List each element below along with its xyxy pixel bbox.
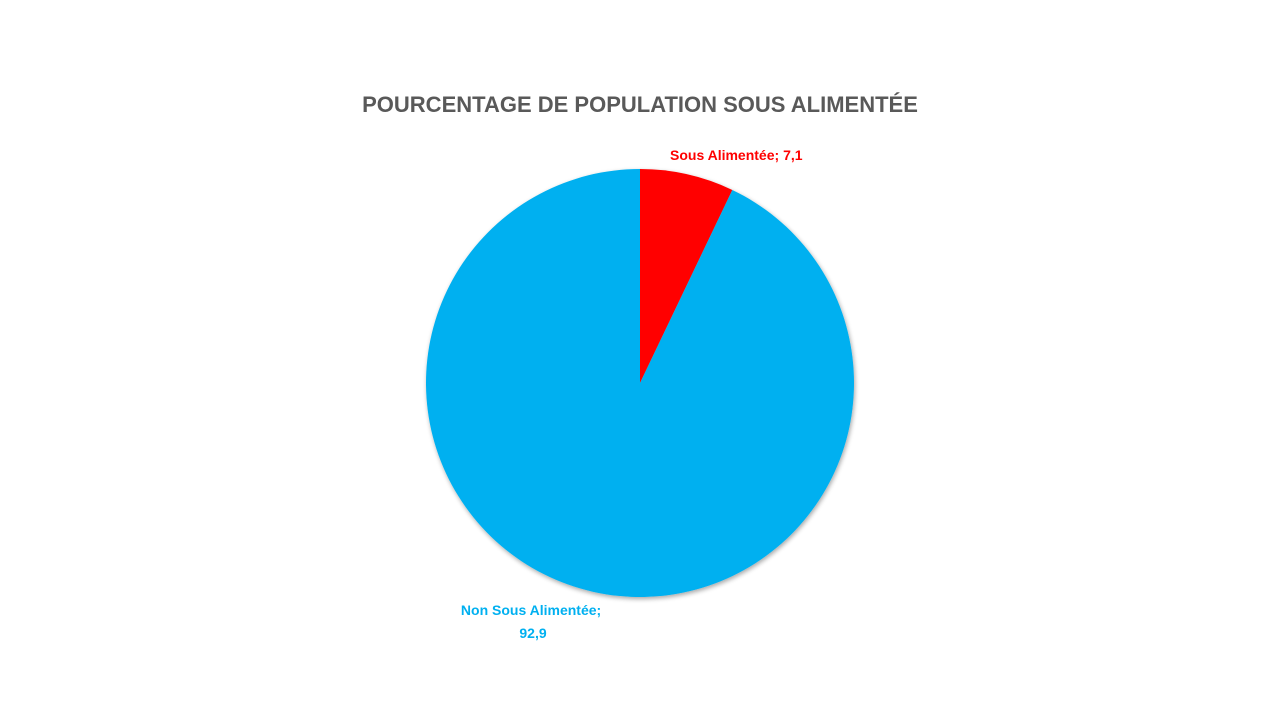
pie-slice-non-sous-aliment-e	[425, 168, 854, 597]
slice-label-value: 7,1	[783, 147, 803, 163]
pie-slices	[425, 168, 854, 597]
slice-label-name-line: Non Sous Alimentée;	[461, 602, 601, 618]
slice-label-sous-alimentee: Sous Alimentée; 7,1	[670, 147, 803, 163]
pie-slice-sous-aliment-e	[640, 169, 733, 383]
slice-label-name: Sous Alimentée	[670, 147, 775, 163]
slice-label-value: 92,9	[519, 625, 546, 641]
slice-label-non-sous-alimentee: Non Sous Alimentée; 92,9	[461, 602, 605, 641]
slice-label-name: Non Sous Alimentée	[461, 602, 597, 618]
chart-title: POURCENTAGE DE POPULATION SOUS ALIMENTÉE	[362, 92, 918, 117]
slice-label-separator: ;	[775, 147, 784, 163]
